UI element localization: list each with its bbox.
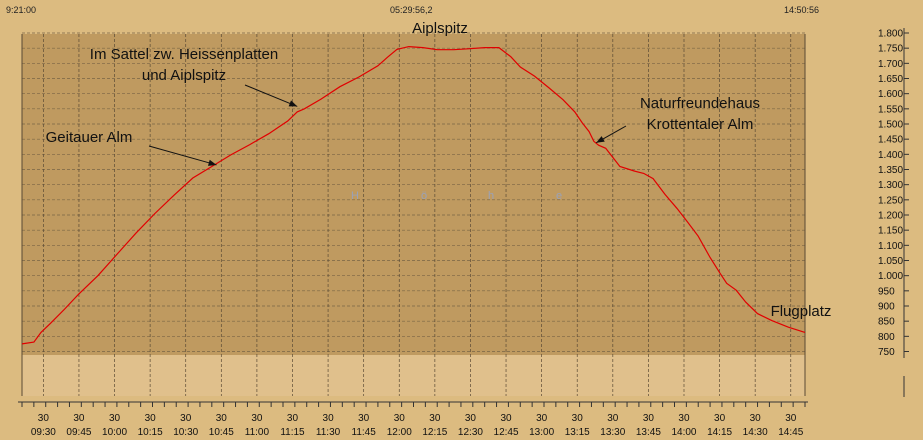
annotation-label: Geitauer Alm (46, 129, 133, 146)
y-tick-label: 1.800 (878, 29, 903, 40)
end-time-label: 14:50:56 (784, 5, 820, 15)
watermark-letter: e (556, 190, 562, 202)
x-tick-label: 10:45 (209, 427, 234, 438)
x-tick-label: 09:45 (66, 427, 91, 438)
y-tick-label: 1.450 (878, 135, 903, 146)
x-tick-label: 13:15 (565, 427, 590, 438)
x-tick-label: 12:00 (387, 427, 412, 438)
y-tick-label: 1.600 (878, 89, 903, 100)
y-tick-label: 1.300 (878, 180, 903, 191)
x-axis: 30 09:30 30 09:45 30 10:00 30 10:15 30 10:30 30 10:… (18, 401, 808, 438)
x-tick-sublabel: 30 (750, 413, 762, 424)
x-tick-label: 13:30 (600, 427, 625, 438)
y-tick-label: 1.400 (878, 150, 903, 161)
x-tick-sublabel: 30 (38, 413, 50, 424)
y-tick-label: 1.250 (878, 195, 903, 206)
annotation-arrowhead (596, 136, 605, 143)
x-tick-label: 11:15 (280, 427, 305, 438)
start-time-label: 9:21:00 (6, 5, 37, 15)
y-tick-label: 1.500 (878, 120, 903, 131)
x-tick-sublabel: 30 (394, 413, 406, 424)
y-tick-label: 1.750 (878, 44, 903, 55)
series-layer (21, 45, 806, 345)
x-tick-label: 14:45 (778, 427, 803, 438)
plot-background (22, 34, 805, 396)
x-tick-sublabel: 30 (358, 413, 370, 424)
plot-lower-band (22, 355, 805, 396)
y-tick-label: 1.200 (878, 211, 903, 222)
x-tick-sublabel: 30 (536, 413, 548, 424)
x-tick-sublabel: 30 (216, 413, 228, 424)
x-tick-sublabel: 30 (572, 413, 584, 424)
annotation-label: Aiplspitz (412, 20, 468, 37)
annotation-label: Im Sattel zw. Heissenplatten (90, 46, 278, 63)
x-tick-label: 12:15 (422, 427, 447, 438)
plot-area (22, 34, 805, 355)
annotation-label: Naturfreundehaus (640, 95, 760, 112)
x-tick-sublabel: 30 (678, 413, 690, 424)
y-tick-label: 1.000 (878, 271, 903, 282)
y-tick-label: 1.350 (878, 165, 903, 176)
y-tick-label: 1.050 (878, 256, 903, 267)
watermark-letter: ö (421, 190, 427, 202)
y-tick-label: 800 (878, 332, 895, 343)
x-tick-label: 11:45 (352, 427, 377, 438)
x-tick-label: 10:15 (138, 427, 163, 438)
annotation-arrowhead (207, 159, 217, 166)
x-tick-sublabel: 30 (714, 413, 726, 424)
annotation-label: Flugplatz (771, 303, 832, 320)
x-tick-label: 10:30 (173, 427, 198, 438)
x-tick-label: 12:30 (458, 427, 483, 438)
x-tick-label: 10:00 (102, 427, 127, 438)
x-tick-label: 14:00 (671, 427, 696, 438)
annotations: Im Sattel zw. Heissenplatten und Aiplspit… (46, 20, 832, 320)
annotation-label: und Aiplspitz (142, 67, 226, 84)
watermark-letter: H (351, 190, 359, 202)
elevation-line (21, 45, 806, 345)
annotation-arrow-line (244, 84, 298, 107)
x-tick-sublabel: 30 (323, 413, 335, 424)
y-tick-label: 950 (878, 286, 895, 297)
annotation-arrow-line (148, 145, 217, 166)
x-tick-sublabel: 30 (500, 413, 512, 424)
y-tick-label: 750 (878, 347, 895, 358)
y-tick-label: 1.700 (878, 59, 903, 70)
watermark-letter: h (488, 190, 494, 202)
y-tick-label: 1.150 (878, 226, 903, 237)
x-tick-sublabel: 30 (73, 413, 85, 424)
x-tick-label: 12:45 (494, 427, 519, 438)
x-tick-label: 11:00 (245, 427, 270, 438)
x-tick-sublabel: 30 (785, 413, 797, 424)
x-tick-sublabel: 30 (643, 413, 655, 424)
x-tick-label: 13:45 (636, 427, 661, 438)
y-tick-label: 1.650 (878, 74, 903, 85)
y-tick-label: 900 (878, 302, 895, 313)
y-axis: 750 800 850 900 950 1.000 1.050 1.100 1.150 1.200… (878, 28, 909, 397)
x-tick-sublabel: 30 (251, 413, 263, 424)
chart-grid (21, 32, 806, 396)
x-tick-label: 09:30 (31, 427, 56, 438)
annotation-arrowhead (288, 100, 298, 107)
x-tick-sublabel: 30 (145, 413, 157, 424)
x-tick-sublabel: 30 (109, 413, 121, 424)
x-tick-sublabel: 30 (287, 413, 299, 424)
y-tick-label: 1.100 (878, 241, 903, 252)
x-tick-sublabel: 30 (607, 413, 619, 424)
x-tick-label: 13:00 (529, 427, 554, 438)
x-tick-sublabel: 30 (180, 413, 192, 424)
x-tick-sublabel: 30 (429, 413, 441, 424)
x-tick-label: 11:30 (316, 427, 341, 438)
x-tick-label: 14:15 (707, 427, 732, 438)
y-tick-label: 1.550 (878, 104, 903, 115)
annotation-label: Krottentaler Alm (647, 116, 754, 133)
duration-label: 05:29:56,2 (390, 5, 433, 15)
x-tick-sublabel: 30 (465, 413, 477, 424)
y-tick-label: 850 (878, 317, 895, 328)
x-tick-label: 14:30 (743, 427, 768, 438)
